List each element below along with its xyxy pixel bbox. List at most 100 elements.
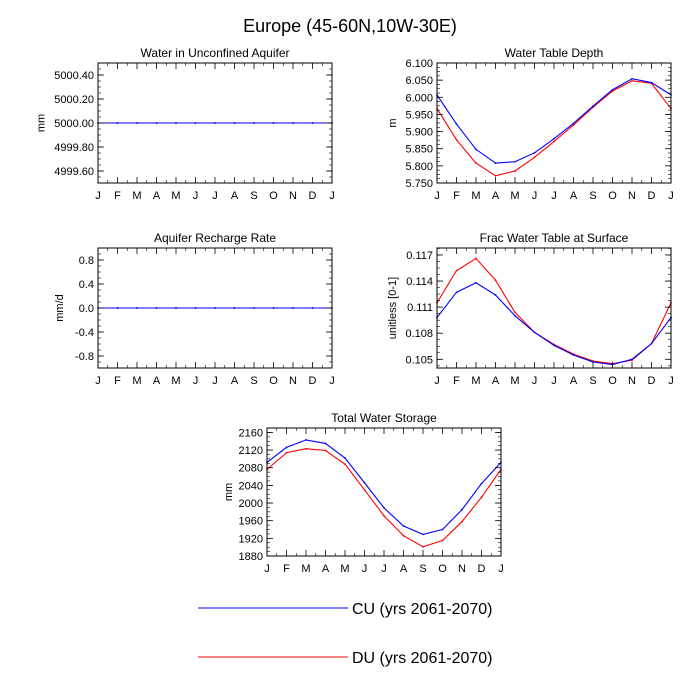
data-point-cu <box>383 506 385 509</box>
panel-title: Water Table Depth <box>505 46 604 60</box>
data-point-cu <box>455 123 458 125</box>
data-point-cu <box>116 307 119 309</box>
data-point-du <box>422 545 424 548</box>
x-tick-label: D <box>648 190 656 202</box>
x-tick-label: J <box>95 375 101 387</box>
data-point-cu <box>116 122 119 124</box>
data-point-du <box>402 534 405 537</box>
data-point-cu <box>292 307 294 309</box>
x-tick-label: F <box>453 375 460 387</box>
x-tick-label: N <box>458 563 466 575</box>
y-tick-label: 6.050 <box>405 75 433 87</box>
y-tick-label: 0.0 <box>79 303 94 315</box>
y-tick-label: 5.950 <box>405 109 433 121</box>
y-tick-label: 2000 <box>239 498 263 510</box>
x-tick-label: A <box>231 190 239 202</box>
x-tick-label: F <box>283 563 290 575</box>
data-point-cu <box>344 457 346 459</box>
y-tick-label: 5.850 <box>405 144 433 156</box>
y-tick-label: 0.111 <box>407 302 433 314</box>
series-line-cu <box>436 78 672 164</box>
data-point-cu <box>475 148 477 151</box>
legend-label-du: DU (yrs 2061-2070) <box>352 650 493 667</box>
x-tick-label: A <box>400 563 408 575</box>
series-line-cu <box>266 439 502 535</box>
x-tick-label: M <box>340 563 349 575</box>
data-point-cu <box>305 439 307 441</box>
series-line-du <box>436 257 672 365</box>
y-tick-label: 1960 <box>239 516 263 528</box>
plot-frame <box>436 247 672 369</box>
x-tick-label: O <box>269 190 278 202</box>
x-tick-label: J <box>532 375 538 387</box>
legend: CU (yrs 2061-2070) DU (yrs 2061-2070) <box>198 601 493 667</box>
data-point-du <box>494 174 497 177</box>
data-point-cu <box>631 358 633 361</box>
x-tick-label: J <box>498 563 504 575</box>
series-line-du <box>436 80 672 177</box>
data-point-cu <box>402 525 405 527</box>
y-axis-label: mm <box>223 483 235 501</box>
x-tick-label: J <box>551 190 557 202</box>
figure-title: Europe (45-60N,10W-30E) <box>243 16 457 36</box>
y-axis-label: mm <box>36 114 48 132</box>
data-point-cu <box>553 344 555 347</box>
data-point-cu <box>533 331 536 334</box>
data-point-du <box>363 488 366 491</box>
data-point-cu <box>272 307 275 309</box>
series-line-cu <box>436 282 672 366</box>
data-point-du <box>514 170 516 172</box>
y-tick-label: 0.8 <box>79 255 94 267</box>
data-point-cu <box>194 122 197 124</box>
data-point-cu <box>650 342 653 345</box>
data-point-cu <box>155 122 158 124</box>
x-tick-label: J <box>381 563 387 575</box>
data-point-cu <box>422 533 424 536</box>
x-tick-label: J <box>434 190 440 202</box>
x-tick-label: N <box>289 190 297 202</box>
y-tick-label: 5.800 <box>405 161 433 173</box>
data-point-cu <box>311 122 314 124</box>
data-point-du <box>631 79 633 82</box>
data-point-cu <box>514 160 516 163</box>
data-point-cu <box>253 307 255 309</box>
data-point-cu <box>175 307 177 309</box>
y-tick-label: 0.105 <box>405 354 433 366</box>
x-tick-label: J <box>668 190 674 202</box>
data-point-cu <box>253 122 255 124</box>
data-point-du <box>494 279 497 282</box>
x-tick-label: A <box>570 190 578 202</box>
data-point-cu <box>514 314 516 317</box>
x-tick-label: J <box>532 190 538 202</box>
data-point-du <box>475 257 477 260</box>
data-point-du <box>305 447 307 450</box>
data-point-cu <box>214 307 216 309</box>
x-tick-label: F <box>453 190 460 202</box>
x-tick-label: O <box>438 563 447 575</box>
data-point-cu <box>155 307 158 309</box>
y-tick-label: 4999.60 <box>54 166 94 178</box>
data-point-du <box>553 140 555 143</box>
x-tick-label: D <box>309 190 317 202</box>
panel-title: Frac Water Table at Surface <box>480 231 629 245</box>
y-tick-label: 0.4 <box>79 279 94 291</box>
x-tick-label: J <box>193 375 199 387</box>
y-tick-label: 2120 <box>239 445 263 457</box>
x-tick-label: N <box>628 190 636 202</box>
data-point-du <box>455 269 458 272</box>
x-tick-label: M <box>471 375 480 387</box>
data-point-cu <box>324 442 327 445</box>
x-tick-label: J <box>434 375 440 387</box>
data-point-cu <box>272 122 275 124</box>
x-tick-label: A <box>492 190 500 202</box>
data-point-cu <box>363 481 366 484</box>
y-tick-label: 5.900 <box>405 127 433 139</box>
x-tick-label: J <box>329 375 335 387</box>
data-point-cu <box>136 307 138 309</box>
x-tick-label: J <box>95 190 101 202</box>
x-tick-label: F <box>114 375 121 387</box>
